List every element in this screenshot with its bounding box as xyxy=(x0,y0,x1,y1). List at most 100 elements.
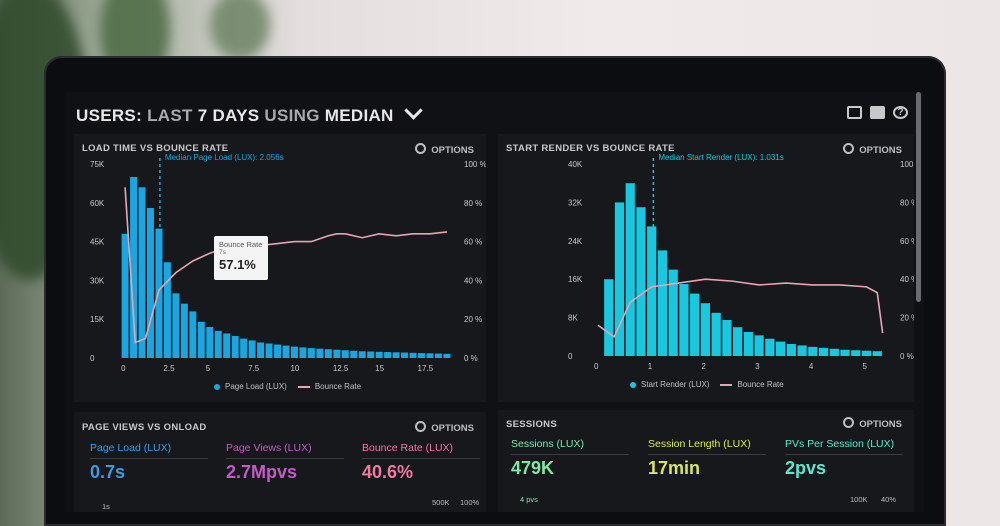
y2-tick-label: 60 % xyxy=(464,238,482,247)
x-tick-label: 0 xyxy=(121,364,126,373)
options-button[interactable]: OPTIONS xyxy=(415,142,474,156)
panel-title: LOAD TIME VS BOUNCE RATE xyxy=(82,143,229,154)
bar xyxy=(206,326,214,358)
legend-line-icon xyxy=(720,383,733,386)
gear-icon xyxy=(415,421,427,432)
bar xyxy=(155,228,163,358)
top-icons: ? xyxy=(847,106,908,119)
x-tick-label: 10 xyxy=(290,364,299,373)
x-tick-label: 0 xyxy=(594,362,599,371)
y2-tick-label: 100 % xyxy=(464,160,486,169)
bar xyxy=(765,338,775,356)
y-tick-label: 24K xyxy=(568,237,583,246)
y2-tick-label: 60 % xyxy=(900,237,914,246)
metric-session-length[interactable]: Session Length (LUX) 17min xyxy=(648,438,751,478)
bar xyxy=(797,345,807,356)
bar xyxy=(341,350,349,358)
bar xyxy=(248,340,256,358)
bar xyxy=(333,349,341,358)
bar xyxy=(401,352,409,358)
bar xyxy=(733,327,743,356)
metric-pvs-per-session[interactable]: PVs Per Session (LUX) 2pvs xyxy=(785,438,895,478)
top-bar: USERS: LAST 7 DAYS USING MEDIAN ? xyxy=(76,101,914,132)
bar xyxy=(418,353,425,358)
gear-icon xyxy=(415,143,427,154)
bar xyxy=(324,349,332,358)
bar xyxy=(679,284,689,356)
bar xyxy=(690,293,700,356)
y2-tick-label: 0 % xyxy=(900,352,914,361)
bar xyxy=(851,350,861,356)
plant-leaf xyxy=(210,0,270,60)
x-tick-label: 15 xyxy=(375,364,384,373)
x-tick-label: 5 xyxy=(863,362,868,371)
bounce-rate-line xyxy=(597,278,884,339)
bar xyxy=(829,348,839,356)
bar xyxy=(657,250,668,356)
bar xyxy=(350,350,358,358)
bar xyxy=(668,269,678,356)
share-icon[interactable] xyxy=(870,106,885,119)
options-button[interactable]: OPTIONS xyxy=(843,142,902,156)
dashboard-screen: USERS: LAST 7 DAYS USING MEDIAN ? LOAD T… xyxy=(66,92,924,512)
y-tick-label: 60K xyxy=(90,199,105,208)
bar xyxy=(840,349,850,356)
bar xyxy=(614,202,625,356)
y-tick-label: 30K xyxy=(90,276,105,285)
y2-tick-label: 0 % xyxy=(464,354,478,363)
y-tick-label: 45K xyxy=(90,238,105,247)
help-icon[interactable]: ? xyxy=(893,106,908,119)
gear-icon xyxy=(843,143,855,154)
x-tick-label: 7.5 xyxy=(248,364,260,373)
divider xyxy=(648,454,766,455)
x-tick-label: 17.5 xyxy=(418,364,434,373)
metric-sessions[interactable]: Sessions (LUX) 479K xyxy=(511,438,584,478)
legend-line-icon xyxy=(297,385,310,388)
bar xyxy=(722,320,732,356)
metric-sub: 500K xyxy=(432,498,450,507)
metric-bounce-rate[interactable]: Bounce Rate (LUX) 40.6% xyxy=(362,442,454,482)
chevron-down-icon[interactable] xyxy=(403,101,423,120)
bar xyxy=(409,352,417,358)
bar xyxy=(392,352,400,358)
median-label: Median Start Render (LUX): 1.031s xyxy=(658,153,783,162)
panel-title: SESSIONS xyxy=(506,419,557,430)
y-tick-label: 0 xyxy=(90,354,95,363)
metric-sub: 100% xyxy=(460,498,480,507)
bar xyxy=(647,226,657,356)
y2-tick-label: 100 % xyxy=(900,160,914,169)
options-button[interactable]: OPTIONS xyxy=(415,420,474,434)
bar xyxy=(172,293,180,358)
start-render-chart: 0 8K 16K 24K 32K 40K 0 % 20 % 40 % 60 % 80 % 100 % 0… xyxy=(568,153,914,371)
x-tick-label: 2 xyxy=(701,362,706,371)
y-tick-label: 75K xyxy=(90,160,105,169)
chart-legend: Start Render (LUX) Bounce Rate xyxy=(630,380,784,389)
metric-page-views[interactable]: Page Views (LUX) 2.7Mpvs xyxy=(226,442,312,482)
panel-title: START RENDER VS BOUNCE RATE xyxy=(506,143,675,154)
bar xyxy=(130,176,138,358)
x-tick-label: 5 xyxy=(206,364,211,373)
bar xyxy=(711,312,721,356)
bar xyxy=(443,353,451,358)
divider xyxy=(226,458,344,459)
bar xyxy=(367,351,375,358)
y2-tick-label: 40 % xyxy=(464,276,482,285)
gear-icon xyxy=(843,417,855,428)
bar xyxy=(426,353,434,358)
bar xyxy=(861,350,872,356)
y-tick-label: 0 xyxy=(568,352,573,361)
metric-page-load[interactable]: Page Load (LUX) 0.7s xyxy=(90,442,172,482)
bar xyxy=(625,183,635,356)
options-button[interactable]: OPTIONS xyxy=(843,416,902,430)
monitor-icon[interactable] xyxy=(847,106,862,119)
page-title[interactable]: USERS: LAST 7 DAYS USING MEDIAN xyxy=(76,101,423,126)
divider xyxy=(511,454,629,455)
scrollbar[interactable] xyxy=(916,92,921,302)
bar xyxy=(872,351,882,356)
y2-tick-label: 80 % xyxy=(464,199,482,208)
bar xyxy=(231,336,239,358)
bar xyxy=(743,332,753,356)
divider xyxy=(362,458,480,459)
bar xyxy=(375,351,383,358)
bar xyxy=(700,303,711,356)
